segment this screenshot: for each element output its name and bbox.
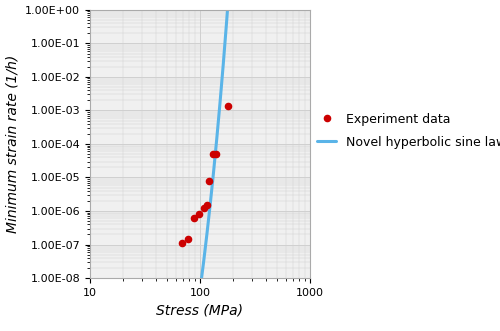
Novel hyperbolic sine law <box>204 227 210 231</box>
Experiment data <box>208 151 216 157</box>
Experiment data <box>184 236 192 241</box>
Novel hyperbolic sine law <box>204 229 210 233</box>
Experiment data <box>195 212 203 217</box>
Novel hyperbolic sine law <box>206 218 212 222</box>
Y-axis label: Minimum strain rate (1/h): Minimum strain rate (1/h) <box>6 55 20 233</box>
X-axis label: Stress (MPa): Stress (MPa) <box>156 303 244 317</box>
Line: Novel hyperbolic sine law: Novel hyperbolic sine law <box>172 0 232 331</box>
Experiment data <box>212 151 220 157</box>
Legend: Experiment data, Novel hyperbolic sine law: Experiment data, Novel hyperbolic sine l… <box>312 108 500 154</box>
Experiment data <box>204 178 212 183</box>
Experiment data <box>190 216 198 221</box>
Novel hyperbolic sine law <box>223 24 229 28</box>
Novel hyperbolic sine law <box>220 73 226 77</box>
Experiment data <box>200 206 207 211</box>
Experiment data <box>224 103 232 108</box>
Experiment data <box>202 203 210 208</box>
Experiment data <box>178 241 186 246</box>
